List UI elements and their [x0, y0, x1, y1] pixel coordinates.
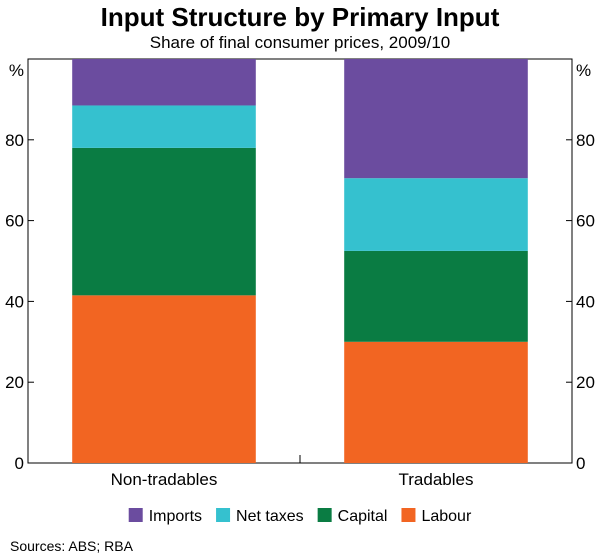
y-tick-label-right: 40 — [576, 292, 595, 311]
chart-title: Input Structure by Primary Input — [100, 2, 500, 32]
legend-swatch — [216, 508, 231, 522]
y-tick-label-left: 60 — [5, 212, 24, 231]
legend-item-labour: Labour — [401, 508, 472, 525]
x-tick-label: Non-tradables — [111, 470, 218, 489]
y-tick-label-left: 80 — [5, 131, 24, 150]
legend-item-net-taxes: Net taxes — [216, 508, 304, 525]
y-unit-label-right: % — [576, 61, 591, 80]
bar-tradables-labour — [344, 341, 528, 463]
y-tick-label-right: 80 — [576, 131, 595, 150]
y-tick-label-left: 40 — [5, 292, 24, 311]
y-tick-label-left: 0 — [15, 454, 24, 473]
y-tick-label-right: 0 — [576, 454, 585, 473]
legend-swatch — [128, 508, 143, 522]
legend-label: Imports — [149, 508, 202, 525]
x-tick-label: Tradables — [399, 470, 474, 489]
legend-label: Net taxes — [236, 508, 304, 525]
legend-item-capital: Capital — [317, 508, 388, 525]
legend-swatch — [317, 508, 332, 522]
bar-non-tradables-capital — [72, 147, 256, 296]
y-tick-label-left: 20 — [5, 373, 24, 392]
bar-non-tradables-net-taxes — [72, 105, 256, 148]
legend-label: Capital — [338, 508, 388, 525]
bar-tradables-net-taxes — [344, 178, 528, 251]
axes: Non-tradables Tradables 0 0 20 20 40 40 60 60 80 80… — [5, 61, 595, 489]
legend-swatch — [401, 508, 416, 522]
bars — [72, 59, 528, 463]
chart-source: Sources: ABS; RBA — [10, 538, 133, 554]
y-tick-label-right: 20 — [576, 373, 595, 392]
y-unit-label-left: % — [9, 61, 24, 80]
bar-tradables-imports — [344, 59, 528, 179]
bar-non-tradables-labour — [72, 295, 256, 463]
bar-non-tradables-imports — [72, 59, 256, 106]
legend: Imports Net taxes Capital Labour — [128, 508, 472, 525]
legend-item-imports: Imports — [128, 508, 202, 525]
y-tick-label-right: 60 — [576, 212, 595, 231]
bar-tradables-capital — [344, 250, 528, 342]
legend-label: Labour — [421, 508, 471, 525]
chart-subtitle: Share of final consumer prices, 2009/10 — [149, 33, 451, 52]
